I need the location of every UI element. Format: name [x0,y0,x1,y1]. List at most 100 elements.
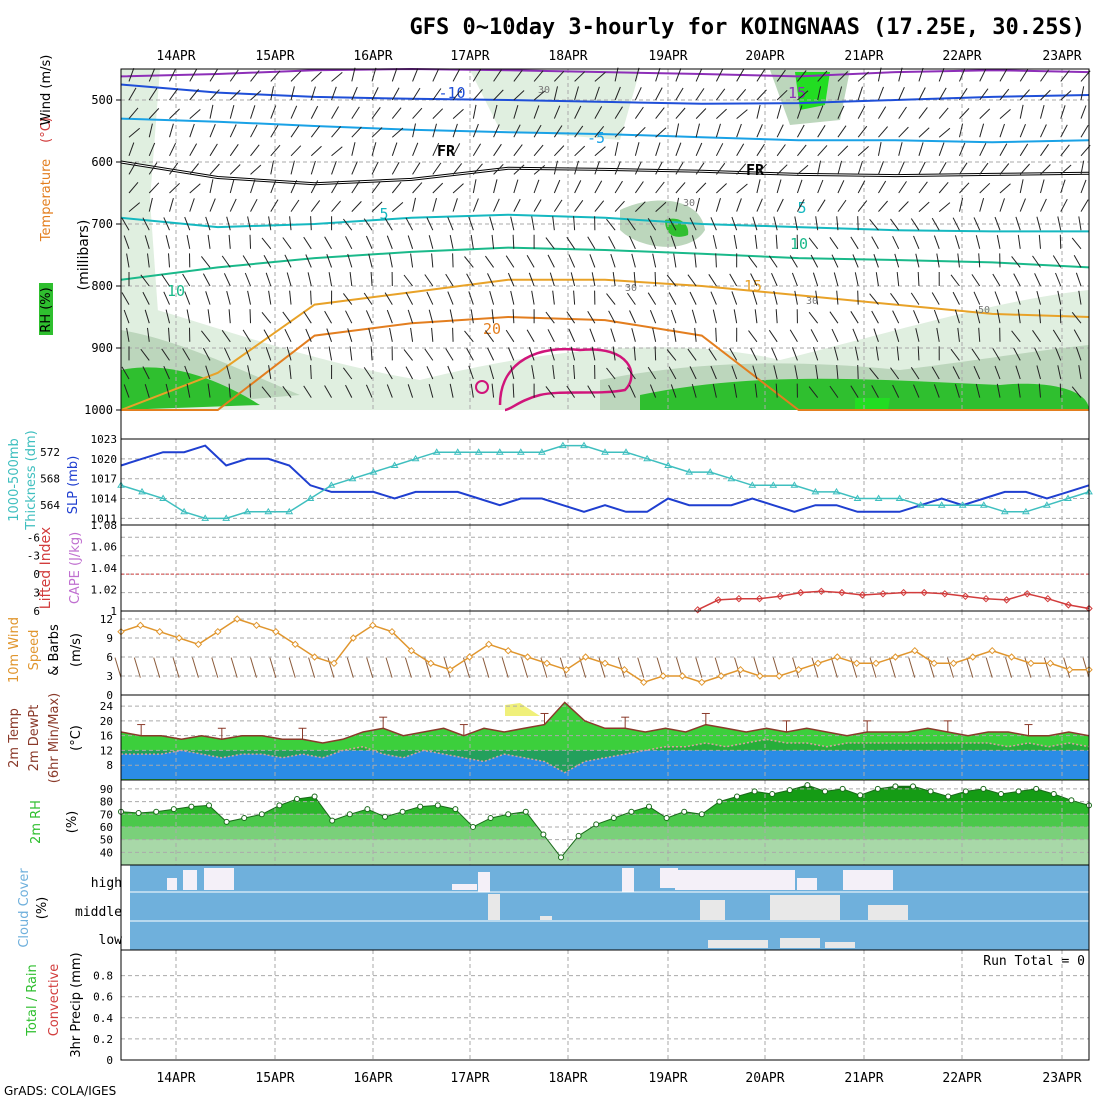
wind-barb [528,347,535,361]
wind-barb [310,364,312,380]
wind-barb [1080,124,1089,138]
wind-barb [812,272,819,287]
wind-barb [147,327,150,342]
cloud-gap [204,868,234,890]
wind-barb [230,657,238,678]
axis-title: 10m Wind [7,617,22,683]
lifted-index-line [697,590,1090,611]
wind-barb [594,125,605,138]
wind-barb [472,163,483,175]
wind-barb [918,107,928,119]
wind-barb [284,328,292,343]
wind-barb [310,180,319,194]
wind-barb [289,290,292,305]
wind-barb [594,86,600,101]
wind-barb [290,179,298,194]
thickness-marker [1022,507,1030,515]
wind-speed-marker [407,646,416,655]
wind-barb [837,199,847,212]
wind-barb [573,364,576,380]
wind-barb [370,346,373,361]
wind-speed-line [120,618,1089,684]
wind-barb [324,236,332,250]
isotherm-line [120,278,1090,411]
wind-barb [634,87,642,101]
wind-barb [209,198,216,212]
wind-barb [123,235,130,249]
wind-barb [1011,330,1021,343]
wind-barb [1040,89,1051,101]
axis-tick-label: 90 [100,783,113,796]
wind-barb [303,385,312,398]
wind-barb [754,383,758,398]
wind-barb [229,198,237,212]
wind-barb [992,273,1001,287]
rh-marker [241,815,248,822]
wind-barb [1040,164,1051,175]
wind-barb [428,309,434,324]
rh-marker [962,788,969,795]
wind-barb [695,162,705,175]
axis-tick-label: 80 [100,796,113,809]
wind-barb [270,105,277,119]
wind-speed-marker [930,659,938,668]
wind-barb [736,123,742,138]
wind-barb [985,657,993,678]
wind-barb [308,657,316,678]
wind-barb [675,142,682,156]
wind-barb [878,200,888,212]
axis-tick-label: 1011 [91,512,118,525]
axis-title: 2m RH [29,800,44,844]
wind-speed-marker [214,627,222,636]
wind-barb [634,67,640,82]
wind-barb [328,346,333,361]
wind-barb [776,89,788,101]
rh-marker [593,821,600,828]
wind-barb [303,236,312,250]
wind-barb [328,272,333,287]
contour-label: -10 [438,84,465,102]
wind-barb [634,142,640,156]
wind-barb [716,183,727,194]
rh-marker [769,790,776,797]
wind-barb [470,383,474,398]
wind-barb [426,217,434,231]
wind-barb [1019,198,1026,212]
wind-barb [371,201,383,212]
wind-barb [268,290,272,305]
wind-barb [553,199,563,212]
wind-barb [128,162,137,175]
wind-speed-marker [988,646,996,655]
wind-barb [918,87,926,101]
wind-speed-marker [1027,659,1035,668]
grads-credit: GrADS: COLA/IGES [4,1084,116,1098]
isotherm-line [120,83,1090,105]
wind-barb [776,164,788,175]
wind-barb [606,218,616,231]
wind-barb [715,123,721,138]
wind-barb [263,329,272,343]
thickness-marker [390,461,399,468]
wind-barb [1036,216,1041,231]
wind-barb [938,107,949,119]
wind-barb [468,291,474,305]
wind-barb [833,346,839,361]
axis-title: (%) [35,897,50,920]
wind-barb [610,328,616,342]
wind-barb [412,197,416,212]
wind-barb [501,657,509,678]
wind-barb [513,144,523,157]
wind-barb [242,329,251,343]
wind-barb [513,179,519,194]
wind-barb [331,161,337,175]
cloud-level-label: low [99,933,123,948]
wind-barb [211,657,219,678]
wind-barb [1073,254,1082,268]
wind-barb [817,179,824,194]
wind-barb [505,329,515,343]
wind-barb [484,255,495,268]
wind-barb [850,385,859,398]
wind-barb [226,365,231,380]
wind-barb [270,179,277,194]
date-tick-label: 17APR [450,49,489,64]
